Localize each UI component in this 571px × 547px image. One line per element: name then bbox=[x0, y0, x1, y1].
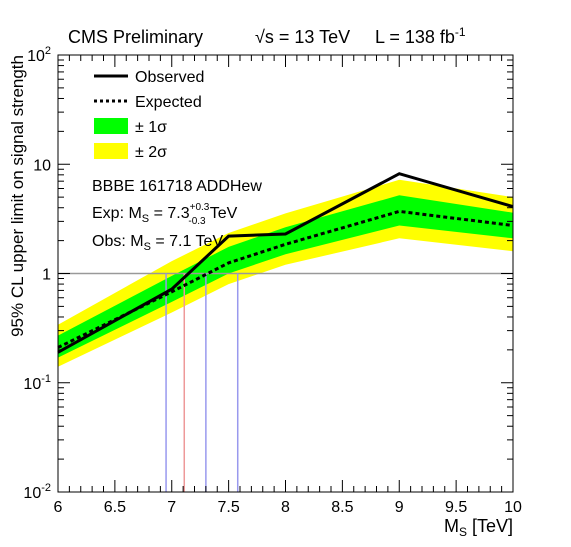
axis-tick-labels: 6 6.5 7 7.5 8 8.5 9 9.5 10 10-2 10-1 1 10 102 bbox=[23, 45, 522, 516]
x-tick-label: 7 bbox=[167, 499, 176, 516]
observed-line bbox=[57, 172, 514, 354]
band-1sigma bbox=[58, 195, 513, 358]
y-tick-label: 1 bbox=[42, 267, 51, 284]
analysis-label: BBBE 161718 ADDHew bbox=[92, 178, 262, 195]
legend-expected-label: Expected bbox=[135, 94, 202, 111]
expected-mass-label: Exp: MS = 7.3+0.3 -0.3 TeV bbox=[92, 202, 238, 227]
y-tick-label: 10-1 bbox=[23, 373, 51, 393]
legend-band1-label: ± 1σ bbox=[135, 119, 167, 136]
energy-label: √s = 13 TeV bbox=[255, 27, 350, 47]
x-tick-label: 10 bbox=[504, 499, 522, 516]
x-tick-label: 6 bbox=[54, 499, 63, 516]
legend-band1-swatch bbox=[94, 118, 128, 134]
legend-observed-label: Observed bbox=[135, 69, 204, 86]
x-tick-label: 8 bbox=[281, 499, 290, 516]
experiment-label: CMS Preliminary bbox=[68, 27, 203, 47]
limit-lines bbox=[57, 172, 514, 354]
observed-mass-label: Obs: MS = 7.1 TeV bbox=[92, 233, 223, 253]
x-axis-title: MS [TeV] bbox=[444, 516, 513, 539]
y-tick-label: 102 bbox=[27, 45, 51, 65]
x-tick-label: 8.5 bbox=[331, 499, 353, 516]
axis-ticks bbox=[57, 54, 514, 493]
y-tick-label: 10 bbox=[33, 157, 51, 174]
uncertainty-bands bbox=[58, 179, 513, 367]
legend-band2-swatch bbox=[94, 143, 128, 159]
x-tick-label: 9.5 bbox=[445, 499, 467, 516]
x-tick-label: 7.5 bbox=[218, 499, 240, 516]
lumi-label: L = 138 fb-1 bbox=[375, 25, 466, 47]
y-tick-label: 10-2 bbox=[23, 482, 51, 502]
y-axis-title: 95% CL upper limit on signal strength bbox=[8, 55, 27, 337]
x-tick-label: 9 bbox=[395, 499, 404, 516]
reference-lines bbox=[58, 272, 513, 492]
legend-band2-label: ± 2σ bbox=[135, 144, 167, 161]
band-2sigma bbox=[58, 179, 513, 367]
x-tick-label: 6.5 bbox=[104, 499, 126, 516]
